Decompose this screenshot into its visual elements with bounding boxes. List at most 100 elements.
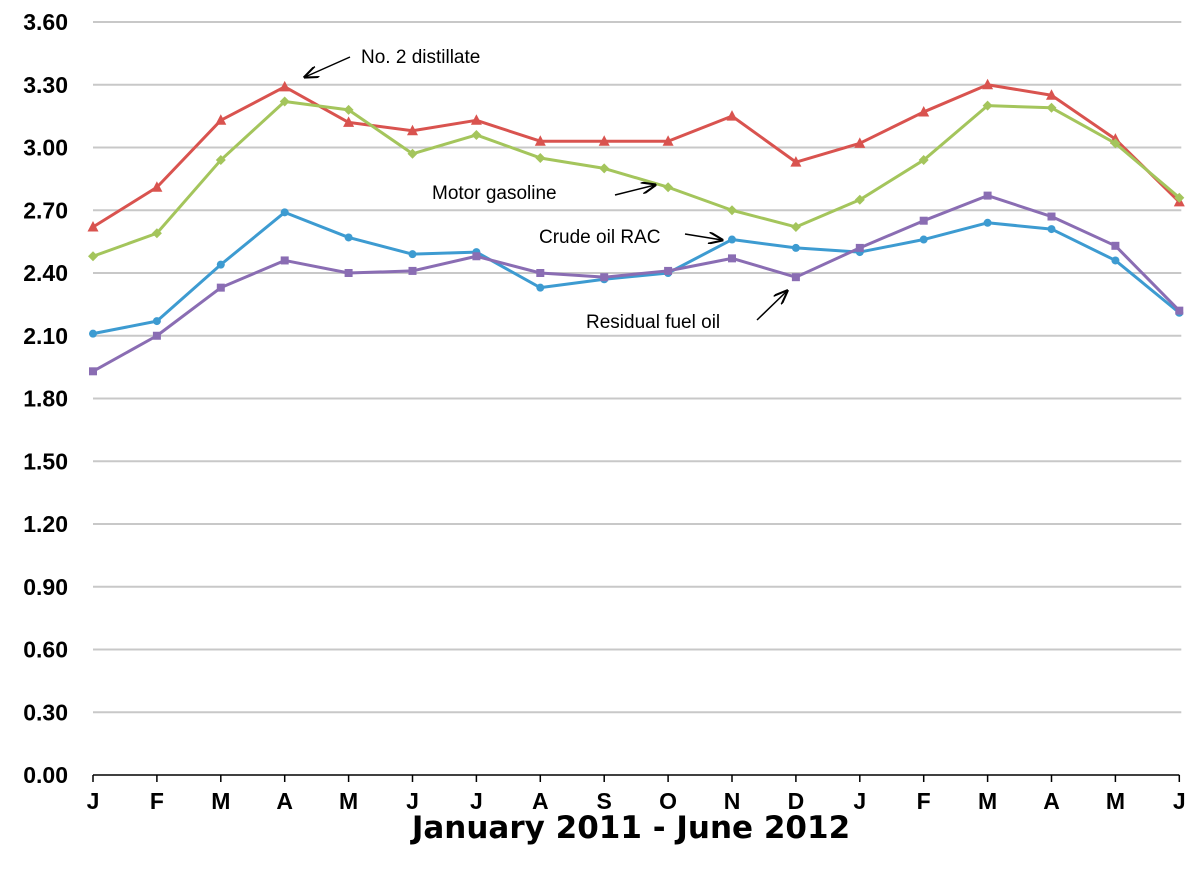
data-point-residual-fuel-oil — [855, 243, 864, 252]
y-tick-label: 0.90 — [23, 574, 68, 600]
annotation-residual-fuel-oil: Residual fuel oil — [586, 312, 720, 333]
annotation-arrow-crude-oil-rac — [684, 234, 722, 240]
annotation-no2-distillate: No. 2 distillate — [361, 47, 480, 68]
series-no-2-distillate — [87, 78, 1185, 232]
data-point-no-2-distillate — [854, 137, 866, 148]
data-point-no-2-distillate — [343, 116, 355, 127]
x-tick-label: M — [1106, 788, 1125, 814]
y-tick-label: 2.10 — [23, 323, 68, 349]
data-point-crude-oil-rac — [791, 243, 800, 252]
x-tick-label: M — [978, 788, 997, 814]
data-point-residual-fuel-oil — [152, 331, 161, 340]
data-point-crude-oil-rac — [344, 233, 353, 242]
y-tick-label: 0.00 — [23, 762, 68, 788]
series-residual-fuel-oil — [89, 191, 1184, 376]
data-point-crude-oil-rac — [216, 260, 225, 269]
data-point-residual-fuel-oil — [791, 273, 800, 282]
series-motor-gasoline — [88, 96, 1185, 262]
y-tick-label: 0.30 — [23, 699, 68, 725]
data-point-residual-fuel-oil — [1111, 241, 1120, 250]
data-point-crude-oil-rac — [919, 235, 928, 244]
data-point-motor-gasoline — [279, 96, 290, 107]
x-tick-label: J — [853, 788, 866, 814]
series-line-motor-gasoline — [92, 99, 1181, 258]
data-point-residual-fuel-oil — [983, 191, 992, 200]
data-point-motor-gasoline — [727, 205, 737, 216]
data-point-residual-fuel-oil — [536, 269, 545, 277]
data-point-residual-fuel-oil — [664, 266, 673, 275]
x-tick-label: F — [917, 788, 931, 814]
data-point-residual-fuel-oil — [600, 273, 609, 282]
y-tick-label: 2.40 — [23, 260, 68, 286]
data-point-motor-gasoline — [663, 182, 674, 193]
data-point-no-2-distillate — [279, 80, 291, 92]
x-tick-label: D — [788, 788, 805, 814]
data-point-motor-gasoline — [982, 100, 993, 111]
y-tick-label: 2.70 — [23, 197, 68, 223]
y-tick-label: 1.50 — [23, 448, 68, 474]
data-point-motor-gasoline — [343, 104, 354, 115]
x-tick-label: J — [406, 788, 419, 814]
data-point-no-2-distillate — [470, 114, 482, 125]
data-point-motor-gasoline — [88, 251, 98, 262]
data-point-crude-oil-rac — [728, 235, 736, 244]
data-point-motor-gasoline — [790, 221, 801, 232]
series-line-crude-oil-rac — [92, 210, 1181, 336]
data-point-crude-oil-rac — [408, 250, 417, 259]
x-tick-label: J — [1173, 788, 1186, 814]
data-point-residual-fuel-oil — [919, 216, 928, 225]
data-point-no-2-distillate — [215, 114, 227, 125]
data-point-crude-oil-rac — [536, 283, 545, 292]
data-point-no-2-distillate — [151, 181, 163, 192]
series-line-no-2-distillate — [92, 83, 1181, 229]
data-point-no-2-distillate — [662, 135, 674, 146]
gridlines — [93, 21, 1182, 714]
x-tick-label: A — [1043, 788, 1060, 814]
x-tick-label: M — [339, 788, 358, 814]
y-tick-label: 1.20 — [23, 511, 68, 537]
x-axis-title: January 2011 - June 2012 — [410, 810, 850, 846]
data-point-no-2-distillate — [1046, 89, 1057, 100]
data-point-motor-gasoline — [471, 129, 482, 140]
data-point-no-2-distillate — [982, 78, 994, 90]
series-crude-oil-rac — [89, 208, 1184, 338]
x-tick-label: M — [211, 788, 230, 814]
data-point-residual-fuel-oil — [89, 367, 97, 376]
annotation-crude-oil-rac: Crude oil RAC — [539, 227, 660, 248]
data-point-residual-fuel-oil — [344, 269, 353, 277]
data-point-no-2-distillate — [534, 135, 546, 146]
data-point-crude-oil-rac — [152, 317, 161, 326]
data-point-motor-gasoline — [1174, 192, 1185, 203]
data-point-no-2-distillate — [726, 110, 738, 121]
data-point-residual-fuel-oil — [280, 256, 289, 265]
data-point-no-2-distillate — [87, 220, 99, 232]
data-point-residual-fuel-oil — [1047, 212, 1056, 221]
y-tick-label: 3.60 — [23, 9, 68, 35]
data-point-motor-gasoline — [599, 163, 610, 174]
data-point-motor-gasoline — [535, 152, 546, 163]
data-point-motor-gasoline — [407, 148, 418, 159]
x-tick-label: J — [470, 788, 483, 814]
data-point-crude-oil-rac — [280, 208, 289, 217]
y-axis: 0.00 0.30 0.60 0.90 1.20 1.50 1.80 2.10 2.40 2.70… — [23, 9, 68, 788]
data-point-residual-fuel-oil — [408, 266, 417, 275]
annotations: No. 2 distillate Motor gasoline Crude oi… — [305, 47, 787, 333]
x-tick-label: S — [597, 788, 612, 814]
data-point-residual-fuel-oil — [728, 254, 736, 263]
data-point-no-2-distillate — [918, 105, 930, 117]
data-point-motor-gasoline — [918, 155, 929, 166]
series-line-residual-fuel-oil — [92, 194, 1181, 373]
data-point-crude-oil-rac — [1111, 256, 1120, 265]
data-point-no-2-distillate — [790, 156, 802, 167]
x-tick-label: A — [532, 788, 549, 814]
x-tick-label: O — [659, 788, 677, 814]
data-point-motor-gasoline — [151, 228, 162, 239]
y-tick-label: 0.60 — [23, 637, 68, 663]
data-point-residual-fuel-oil — [1175, 306, 1184, 315]
x-tick-label: N — [724, 788, 741, 814]
data-point-residual-fuel-oil — [472, 252, 481, 261]
x-tick-label: A — [276, 788, 293, 814]
x-tick-label: J — [87, 788, 100, 814]
